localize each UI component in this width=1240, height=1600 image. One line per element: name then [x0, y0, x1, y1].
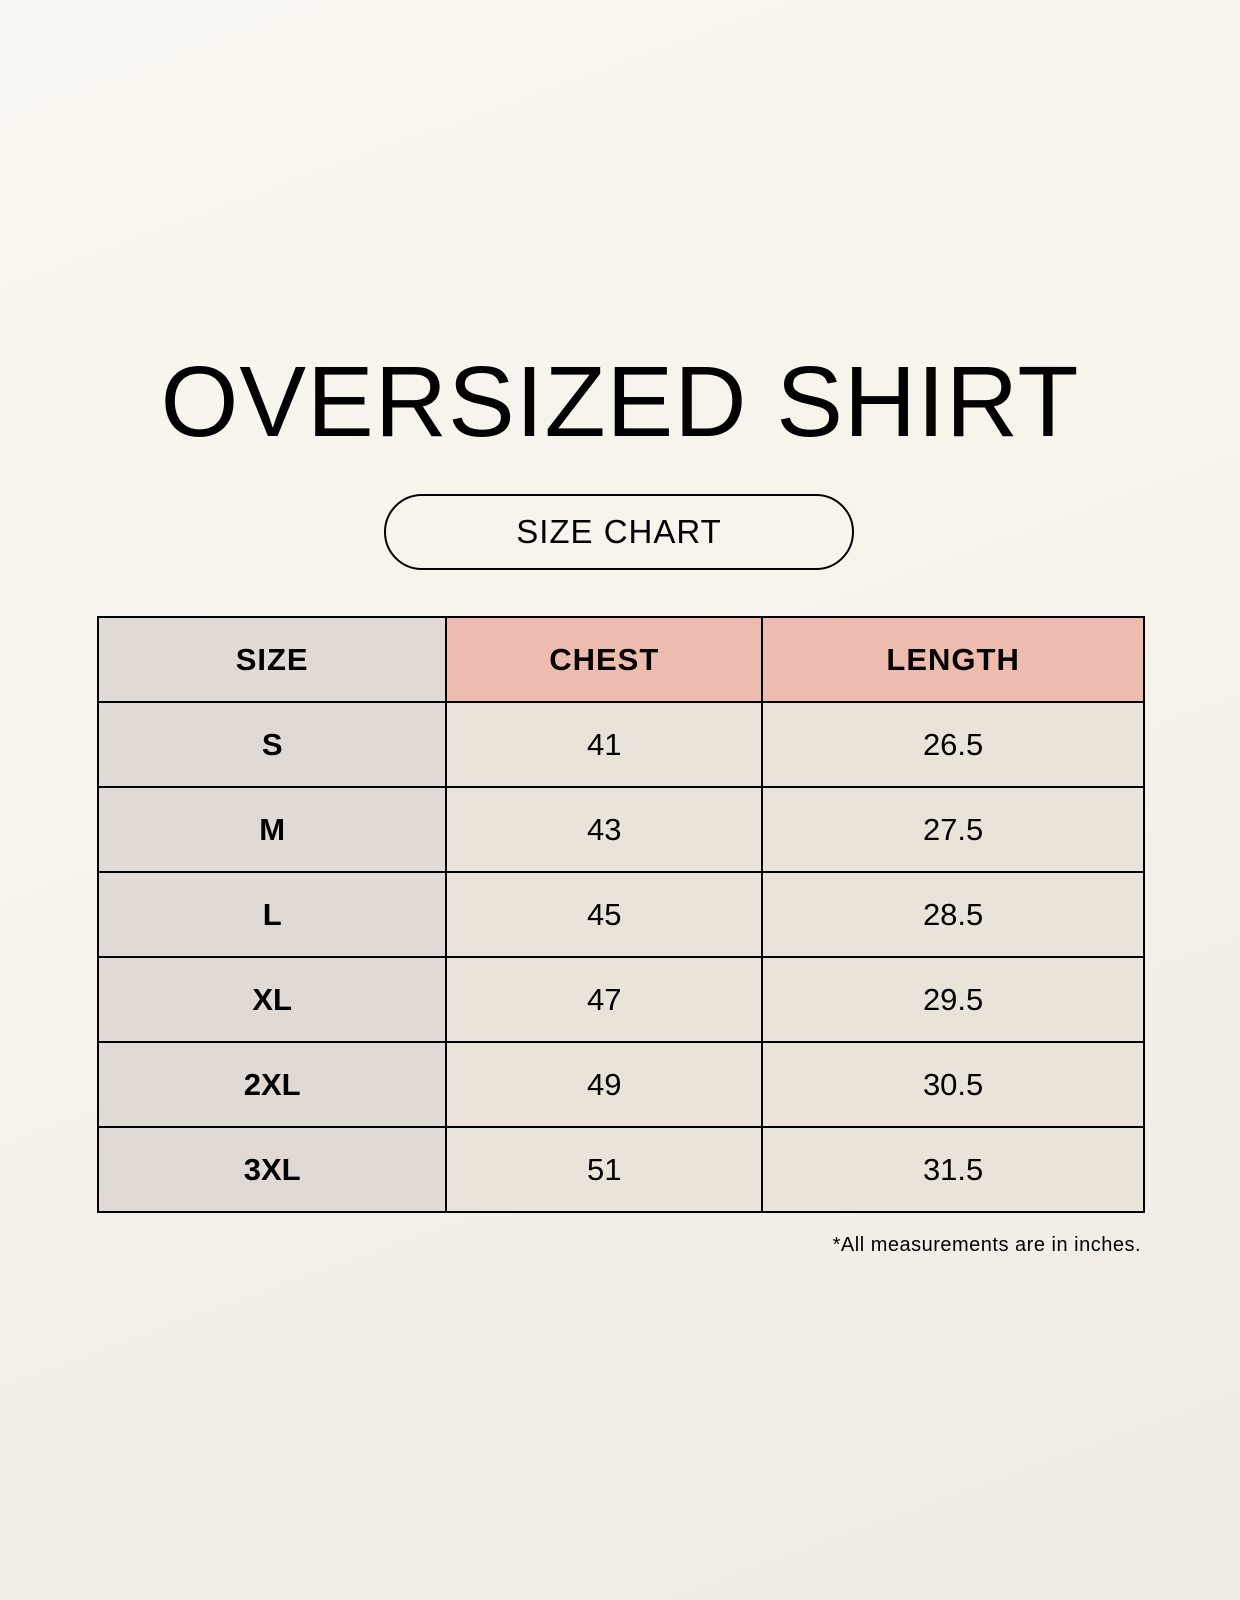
- cell-size: L: [96, 871, 448, 958]
- cell-length: 30.5: [761, 1041, 1145, 1128]
- cell-length: 27.5: [761, 786, 1145, 873]
- table-row: 2XL 49 30.5: [96, 1041, 1145, 1128]
- cell-size: XL: [96, 956, 448, 1043]
- cell-chest: 47: [445, 956, 764, 1043]
- cell-chest: 49: [445, 1041, 764, 1128]
- cell-size: 2XL: [96, 1041, 448, 1128]
- cell-length: 26.5: [761, 701, 1145, 788]
- cell-chest: 43: [445, 786, 764, 873]
- table-header-row: SIZE CHEST LENGTH: [96, 616, 1145, 703]
- table-row: XL 47 29.5: [96, 956, 1145, 1043]
- cell-size: 3XL: [96, 1126, 448, 1213]
- cell-chest: 51: [445, 1126, 764, 1213]
- size-chart-badge: SIZE CHART: [384, 494, 854, 570]
- header-length: LENGTH: [761, 616, 1145, 703]
- table-row: S 41 26.5: [96, 701, 1145, 788]
- page-title: OVERSIZED SHIRT: [160, 346, 1080, 458]
- cell-length: 29.5: [761, 956, 1145, 1043]
- cell-length: 31.5: [761, 1126, 1145, 1213]
- cell-size: S: [96, 701, 448, 788]
- header-chest: CHEST: [445, 616, 764, 703]
- cell-size: M: [96, 786, 448, 873]
- table-row: L 45 28.5: [96, 871, 1145, 958]
- header-size: SIZE: [96, 616, 448, 703]
- table-row: 3XL 51 31.5: [96, 1126, 1145, 1213]
- cell-chest: 41: [445, 701, 764, 788]
- cell-length: 28.5: [761, 871, 1145, 958]
- size-table: SIZE CHEST LENGTH S 41 26.5 M 43 27.5 L 45 28.5 X…: [96, 616, 1145, 1213]
- table-row: M 43 27.5: [96, 786, 1145, 873]
- cell-chest: 45: [445, 871, 764, 958]
- measurement-note: *All measurements are in inches.: [832, 1234, 1141, 1256]
